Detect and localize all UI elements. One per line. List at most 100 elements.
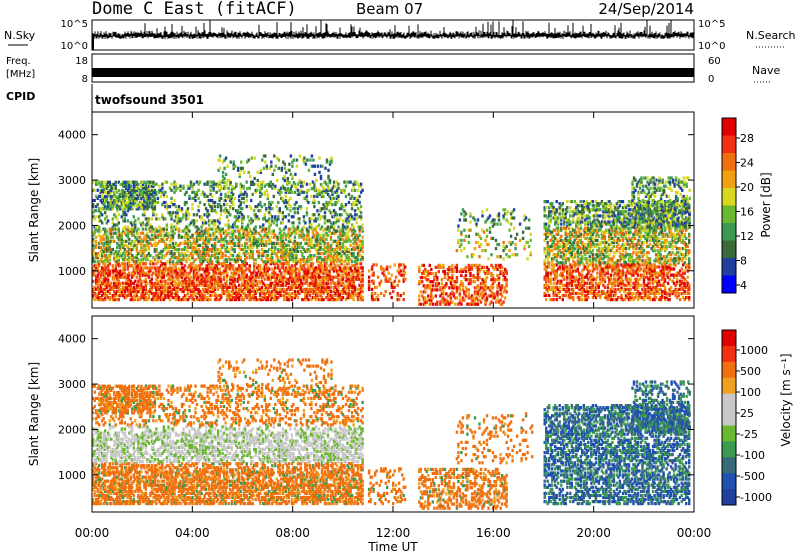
echo-cell xyxy=(168,285,172,289)
echo-cell xyxy=(337,277,340,281)
echo-cell xyxy=(110,281,113,285)
echo-cell xyxy=(373,291,377,296)
echo-cell xyxy=(210,281,214,285)
echo-cell xyxy=(186,279,190,283)
echo-cell xyxy=(229,213,232,217)
echo-cell xyxy=(305,211,309,215)
echo-cell xyxy=(146,266,149,270)
echo-cell xyxy=(140,269,143,273)
echo-cell xyxy=(304,291,307,296)
echo-cell xyxy=(165,293,169,298)
echo-cell xyxy=(247,289,250,294)
echo-cell xyxy=(242,277,245,281)
echo-cell xyxy=(179,271,182,275)
echo-cell xyxy=(272,298,275,302)
echo-cell xyxy=(93,273,96,277)
echo-cell xyxy=(402,291,405,296)
echo-cell xyxy=(262,166,265,170)
echo-cell xyxy=(301,275,304,279)
echo-cell xyxy=(203,269,206,273)
echo-cell xyxy=(314,285,318,289)
echo-cell xyxy=(140,281,143,285)
echo-cell xyxy=(293,269,297,273)
echo-cell xyxy=(132,293,135,298)
echo-cell xyxy=(314,287,318,291)
echo-cell xyxy=(213,200,217,205)
echo-cell xyxy=(259,269,262,273)
echo-cell xyxy=(289,209,292,213)
echo-cell xyxy=(269,296,272,300)
echo-cell xyxy=(135,269,138,273)
echo-cell xyxy=(188,277,191,281)
echo-cell xyxy=(206,273,209,277)
echo-cell xyxy=(305,279,309,283)
echo-cell xyxy=(355,217,358,221)
echo-cell xyxy=(222,271,226,275)
echo-cell xyxy=(251,293,254,298)
echo-cell xyxy=(284,289,287,294)
echo-cell xyxy=(310,273,313,277)
echo-cell xyxy=(119,281,122,285)
echo-cell xyxy=(359,262,363,266)
echo-cell xyxy=(135,291,138,296)
echo-cell xyxy=(326,233,330,237)
echo-cell xyxy=(232,273,235,277)
echo-cell xyxy=(167,291,170,296)
echo-cell xyxy=(143,205,146,209)
echo-cell xyxy=(183,296,187,300)
echo-cell xyxy=(253,296,256,300)
echo-cell xyxy=(311,271,315,275)
echo-cell xyxy=(257,269,260,273)
echo-cell xyxy=(165,273,169,277)
echo-cell xyxy=(268,275,271,279)
echo-cell xyxy=(197,269,200,273)
echo-cell xyxy=(356,188,360,192)
echo-cell xyxy=(186,249,190,254)
echo-cell xyxy=(167,289,170,294)
echo-cell xyxy=(155,217,158,221)
echo-cell xyxy=(131,281,134,285)
echo-cell xyxy=(260,285,263,289)
echo-cell xyxy=(158,271,161,275)
echo-cell xyxy=(390,296,393,300)
echo-cell xyxy=(155,293,158,298)
echo-cell xyxy=(242,273,245,277)
echo-cell xyxy=(286,176,289,181)
echo-cell xyxy=(284,283,287,287)
echo-cell xyxy=(248,293,251,298)
echo-cell xyxy=(213,275,217,279)
echo-cell xyxy=(104,277,107,281)
echo-cell xyxy=(316,287,319,291)
echo-cell xyxy=(320,225,324,229)
echo-cell xyxy=(102,279,105,283)
echo-cell xyxy=(355,213,358,217)
echo-cell xyxy=(335,213,339,217)
echo-cell xyxy=(239,293,242,298)
echo-cell xyxy=(162,291,166,296)
echo-cell xyxy=(98,289,101,294)
echo-cell xyxy=(129,283,132,287)
echo-cell xyxy=(218,269,221,273)
echo-cell xyxy=(372,279,375,283)
echo-cell xyxy=(143,285,146,289)
echo-cell xyxy=(126,225,129,229)
echo-cell xyxy=(114,273,117,277)
echo-cell xyxy=(113,190,116,195)
echo-cell xyxy=(370,287,374,291)
echo-cell xyxy=(289,271,292,275)
echo-cell xyxy=(310,275,313,279)
echo-cell xyxy=(182,281,185,285)
echo-cell xyxy=(272,285,275,289)
echo-cell xyxy=(419,302,422,306)
echo-cell xyxy=(263,267,266,271)
echo-cell xyxy=(337,273,340,277)
echo-cell xyxy=(98,277,101,281)
echo-cell xyxy=(254,291,257,296)
echo-cell xyxy=(129,279,132,283)
echo-cell xyxy=(317,273,321,277)
echo-cell xyxy=(254,298,257,302)
echo-cell xyxy=(171,241,175,245)
echo-cell xyxy=(185,283,188,287)
echo-cell xyxy=(111,285,114,289)
echo-cell xyxy=(212,287,215,291)
